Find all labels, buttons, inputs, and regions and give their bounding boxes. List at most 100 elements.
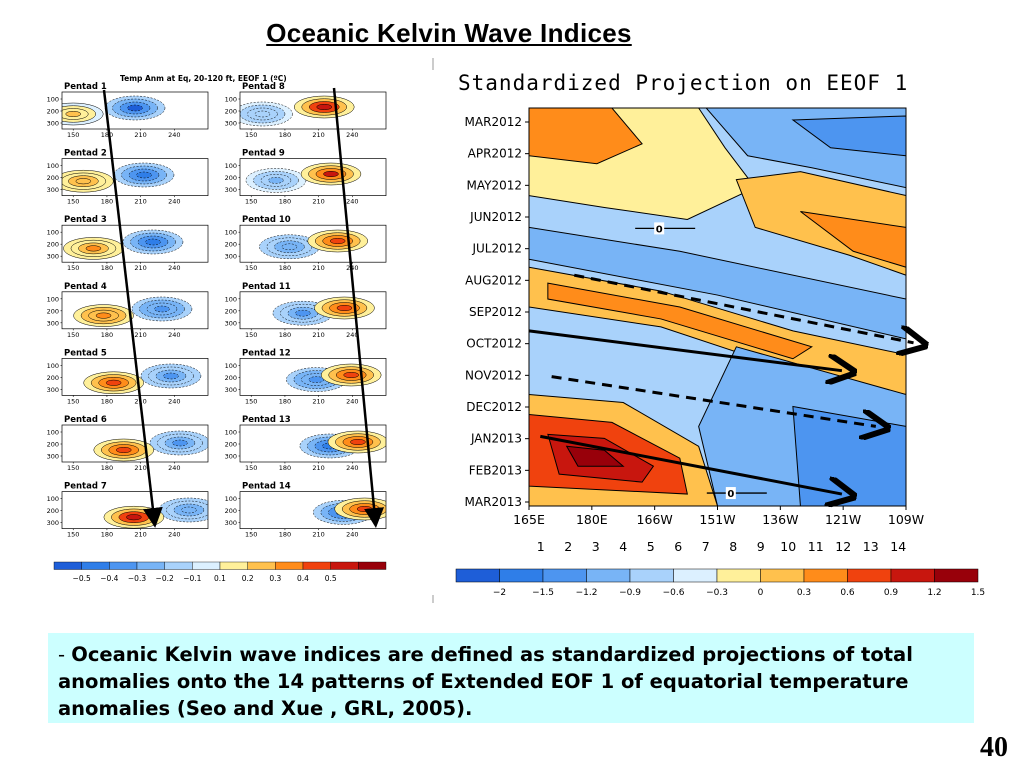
contour-label: 0 [656, 224, 663, 235]
contour-label: 0 [727, 489, 734, 500]
colorbar-swatch [330, 561, 359, 570]
colorbar-swatch [847, 568, 892, 583]
projection-hovmoller: Standardized Projection on EEOF 1 0 0 MAR2… [432, 58, 985, 603]
x-tick-label: 180 [101, 464, 113, 472]
x-tick-label: 150 [245, 397, 257, 405]
index-tick-label: 3 [592, 539, 600, 554]
y-tick-label: 100 [225, 429, 237, 437]
slide-title: Oceanic Kelvin Wave Indices [266, 18, 632, 48]
y-tick-label: 300 [47, 319, 59, 327]
x-tick-label: 150 [245, 331, 257, 339]
index-tick-label: 8 [729, 539, 737, 554]
panel-label: Pentad 13 [242, 415, 291, 425]
colorbar-label: 0.9 [884, 588, 899, 598]
pattern-panel: Pentad 9 100 200 300 150 180 210 240 [225, 149, 387, 206]
colorbar-swatch [136, 561, 165, 570]
x-tick-label: 150 [67, 131, 79, 139]
right-chart-title: Standardized Projection on EEOF 1 [458, 71, 908, 95]
colorbar-label: 0.5 [325, 574, 337, 583]
y-tick-label: OCT2012 [466, 337, 522, 351]
caption-box: - Oceanic Kelvin wave indices are define… [48, 633, 974, 723]
y-tick-label: JUN2012 [469, 210, 522, 224]
x-tick-label: 240 [346, 198, 358, 206]
colorbar-label: −0.9 [619, 588, 641, 598]
x-tick-label: 121W [825, 512, 861, 527]
colorbar-label: −0.2 [156, 574, 174, 583]
colorbar-swatch [302, 561, 331, 570]
panel-label: Pentad 8 [242, 82, 285, 92]
x-tick-label: 240 [168, 198, 180, 206]
x-tick-label: 210 [134, 531, 146, 539]
y-tick-label: 200 [225, 441, 237, 449]
y-tick-label: NOV2012 [465, 368, 522, 382]
colorbar-swatch [934, 568, 979, 583]
colorbar-label: −2 [493, 588, 506, 598]
y-tick-label: 300 [47, 120, 59, 128]
y-tick-label: MAR2012 [465, 115, 522, 129]
colorbar-swatch [586, 568, 631, 583]
x-tick-label: 240 [168, 531, 180, 539]
x-tick-label: 210 [312, 397, 324, 405]
x-tick-label: 150 [245, 198, 257, 206]
x-tick-label: 150 [245, 264, 257, 272]
propagation-arrow [551, 375, 876, 427]
y-tick-label: DEC2012 [466, 400, 522, 414]
y-tick-label: 100 [225, 362, 237, 370]
x-tick-label: 210 [134, 464, 146, 472]
y-tick-label: JAN2013 [470, 432, 522, 446]
x-tick-label: 150 [67, 397, 79, 405]
colorbar-swatch [760, 568, 805, 583]
x-tick-label: 240 [168, 464, 180, 472]
y-tick-label: 300 [47, 519, 59, 527]
pattern-panel: Pentad 11 100 200 300 150 180 210 240 [225, 282, 387, 339]
colorbar-swatch [890, 568, 935, 583]
panel-label: Pentad 1 [64, 82, 107, 92]
index-tick-label: 5 [647, 539, 655, 554]
colorbar-swatch [275, 561, 304, 570]
x-tick-label: 240 [168, 131, 180, 139]
colorbar-label: 0 [758, 588, 764, 598]
colorbar-label: −1.2 [576, 588, 598, 598]
panel-label: Pentad 3 [64, 215, 107, 225]
x-tick-label: 240 [346, 131, 358, 139]
x-tick-label: 180 [279, 397, 291, 405]
panel-label: Pentad 10 [242, 215, 291, 225]
colorbar-label: −0.1 [183, 574, 201, 583]
pattern-panel: Pentad 7 100 200 300 150 180 210 240 [47, 482, 209, 539]
x-tick-label: 150 [245, 531, 257, 539]
colorbar-label: −0.6 [663, 588, 685, 598]
y-tick-label: 200 [225, 241, 237, 249]
colorbar-label: 1.2 [927, 588, 941, 598]
propagation-arrow [540, 434, 842, 494]
left-chart-title: Temp Anm at Eq, 20-120 ft, EEOF 1 (ºC) [120, 74, 287, 83]
pattern-panel: Pentad 13 100 200 300 150 180 210 240 [225, 415, 387, 472]
x-tick-label: 150 [67, 464, 79, 472]
slide-number: 40 [980, 732, 1008, 763]
y-tick-label: 200 [47, 108, 59, 116]
y-tick-label: 100 [47, 162, 59, 170]
y-tick-label: 200 [47, 307, 59, 315]
y-tick-label: AUG2012 [465, 273, 522, 287]
panel-label: Pentad 11 [242, 282, 291, 292]
x-tick-label: 109W [888, 512, 924, 527]
pattern-panel: Pentad 2 100 200 300 150 180 210 240 [47, 149, 209, 206]
pattern-panel: Pentad 14 100 200 300 150 180 210 240 [225, 482, 387, 539]
y-tick-label: 100 [225, 495, 237, 503]
index-tick-label: 4 [619, 539, 627, 554]
caption-text: Oceanic Kelvin wave indices are defined … [58, 643, 913, 720]
y-tick-label: 200 [225, 307, 237, 315]
y-tick-label: 200 [47, 441, 59, 449]
colorbar-label: −1.5 [532, 588, 554, 598]
y-tick-label: 300 [47, 386, 59, 394]
panel-label: Pentad 9 [242, 149, 285, 159]
x-tick-label: 240 [346, 464, 358, 472]
y-tick-label: 300 [225, 519, 237, 527]
x-tick-label: 150 [67, 264, 79, 272]
colorbar-swatch [192, 561, 221, 570]
y-tick-label: 200 [47, 174, 59, 182]
x-tick-label: 180 [279, 531, 291, 539]
x-tick-label: 240 [346, 331, 358, 339]
y-tick-label: 200 [225, 374, 237, 382]
x-tick-label: 180 [279, 464, 291, 472]
colorbar-label: 1.5 [971, 588, 985, 598]
